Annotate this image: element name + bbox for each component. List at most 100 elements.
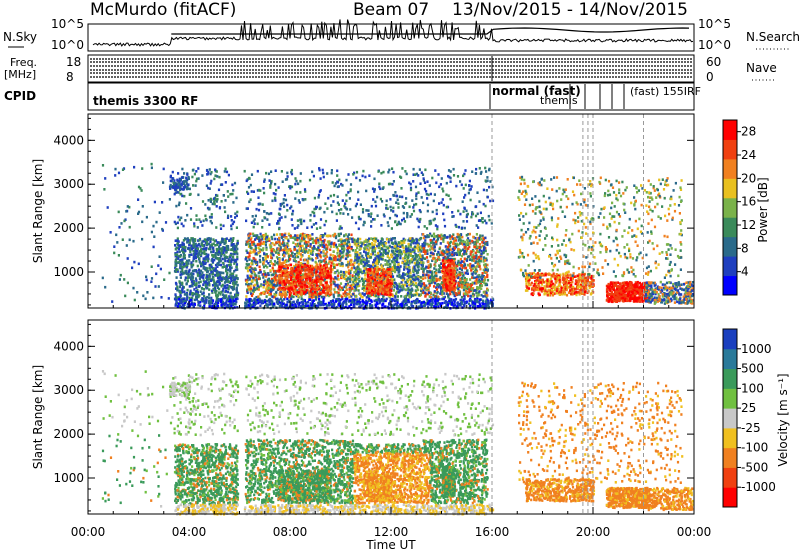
data-cell <box>265 248 267 251</box>
data-cell <box>380 285 382 288</box>
data-cell <box>211 243 213 246</box>
data-cell <box>383 289 385 292</box>
data-cell <box>486 242 488 245</box>
data-cell <box>450 241 452 244</box>
data-cell <box>429 271 431 274</box>
data-cell <box>262 276 264 279</box>
data-cell <box>279 243 281 246</box>
data-cell <box>208 237 210 240</box>
data-cell <box>389 282 391 285</box>
data-cell <box>476 233 478 236</box>
data-cell <box>270 245 272 248</box>
data-cell <box>272 267 274 270</box>
data-cell <box>197 248 199 251</box>
data-cell <box>212 247 214 250</box>
data-cell <box>251 294 253 297</box>
data-cell <box>487 289 489 292</box>
data-cell <box>441 252 443 255</box>
data-cell <box>388 241 390 244</box>
data-cell <box>281 233 283 236</box>
data-cell <box>373 259 375 262</box>
data-cell <box>432 252 434 255</box>
data-cell <box>481 241 483 244</box>
data-cell <box>279 268 281 271</box>
cpid-panel: CPID themis 3300 RF normal (fast) themis… <box>4 83 701 110</box>
data-cell <box>283 251 285 254</box>
data-cell <box>268 238 270 241</box>
data-cell <box>483 264 485 267</box>
data-cell <box>301 269 303 272</box>
data-cell <box>236 263 238 266</box>
data-cell <box>363 281 365 284</box>
data-cell <box>199 278 201 281</box>
data-cell <box>260 233 262 236</box>
data-cell <box>369 272 371 275</box>
data-cell <box>215 284 217 287</box>
data-cell <box>326 255 328 258</box>
data-cell <box>348 288 350 291</box>
data-cell <box>265 241 267 244</box>
data-cell <box>186 293 188 296</box>
data-cell <box>314 239 316 242</box>
data-cell <box>464 241 466 244</box>
data-cell <box>400 295 402 298</box>
data-cell <box>355 277 357 280</box>
data-cell <box>406 285 408 288</box>
data-cell <box>439 292 441 295</box>
data-cell <box>358 289 360 292</box>
data-cell <box>175 239 177 242</box>
data-cell <box>180 264 182 267</box>
data-cell <box>303 238 305 241</box>
data-cell <box>200 270 202 273</box>
data-cell <box>255 261 257 264</box>
data-cell <box>381 238 383 241</box>
data-cell <box>262 257 264 260</box>
data-cell <box>185 261 187 264</box>
data-cell <box>195 249 197 252</box>
data-cell <box>247 275 249 278</box>
data-cell <box>361 243 363 246</box>
data-cell <box>219 276 221 279</box>
data-cell <box>176 243 178 246</box>
data-cell <box>465 267 467 270</box>
data-cell <box>404 239 406 242</box>
data-cell <box>309 277 311 280</box>
data-cell <box>429 280 431 283</box>
data-cell <box>248 277 250 280</box>
data-cell <box>223 265 225 268</box>
nsky-label: N.Sky <box>3 30 37 44</box>
data-cell <box>297 256 299 259</box>
data-cell <box>298 284 300 287</box>
data-cell <box>424 257 426 260</box>
data-cell <box>271 236 273 239</box>
data-cell <box>335 284 337 287</box>
data-cell <box>263 286 265 289</box>
data-cell <box>398 285 400 288</box>
data-cell <box>290 284 292 287</box>
data-cell <box>391 268 393 271</box>
data-cell <box>183 263 185 266</box>
data-cell <box>176 276 178 279</box>
data-cell <box>327 284 329 287</box>
data-cell <box>375 285 377 288</box>
data-cell <box>424 292 426 295</box>
data-cell <box>390 254 392 257</box>
data-cell <box>278 265 280 268</box>
data-cell <box>298 252 300 255</box>
data-cell <box>485 283 487 286</box>
data-cell <box>260 235 262 238</box>
data-cell <box>449 293 451 296</box>
data-cell <box>322 284 324 287</box>
data-cell <box>295 293 297 296</box>
data-cell <box>204 238 206 241</box>
data-cell <box>179 291 181 294</box>
data-cell <box>219 243 221 246</box>
data-cell <box>412 269 414 272</box>
data-cell <box>198 269 200 272</box>
data-cell <box>437 283 439 286</box>
data-cell <box>251 241 253 244</box>
data-cell <box>307 260 309 263</box>
data-cell <box>235 246 237 249</box>
data-cell <box>404 284 406 287</box>
data-cell <box>458 248 460 251</box>
